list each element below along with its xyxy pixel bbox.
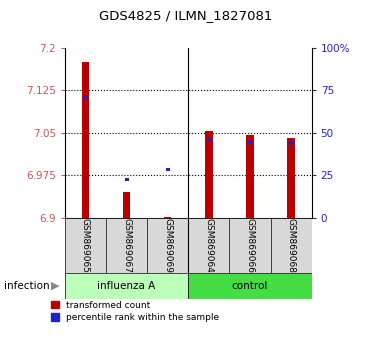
Text: ▶: ▶ [51,281,59,291]
Bar [125,178,129,182]
Bar [164,217,171,218]
Bar [166,168,170,171]
Bar [83,96,88,99]
Text: GSM869065: GSM869065 [81,218,90,273]
Bar [289,141,293,145]
Bar [65,273,188,299]
Bar [188,273,312,299]
Text: GSM869064: GSM869064 [204,218,213,273]
Bar [207,138,211,141]
Bar [123,192,130,218]
Text: GDS4825 / ILMN_1827081: GDS4825 / ILMN_1827081 [99,9,272,22]
Bar [82,62,89,218]
Text: GSM869067: GSM869067 [122,218,131,273]
Text: influenza A: influenza A [98,281,156,291]
Text: infection: infection [4,281,49,291]
Text: GSM869066: GSM869066 [246,218,255,273]
Text: GSM869068: GSM869068 [286,218,296,273]
Legend: transformed count, percentile rank within the sample: transformed count, percentile rank withi… [51,301,219,322]
Bar [246,135,254,218]
Text: control: control [232,281,268,291]
Text: GSM869069: GSM869069 [163,218,172,273]
Bar [205,131,213,218]
Bar [248,140,252,143]
Bar [288,138,295,218]
